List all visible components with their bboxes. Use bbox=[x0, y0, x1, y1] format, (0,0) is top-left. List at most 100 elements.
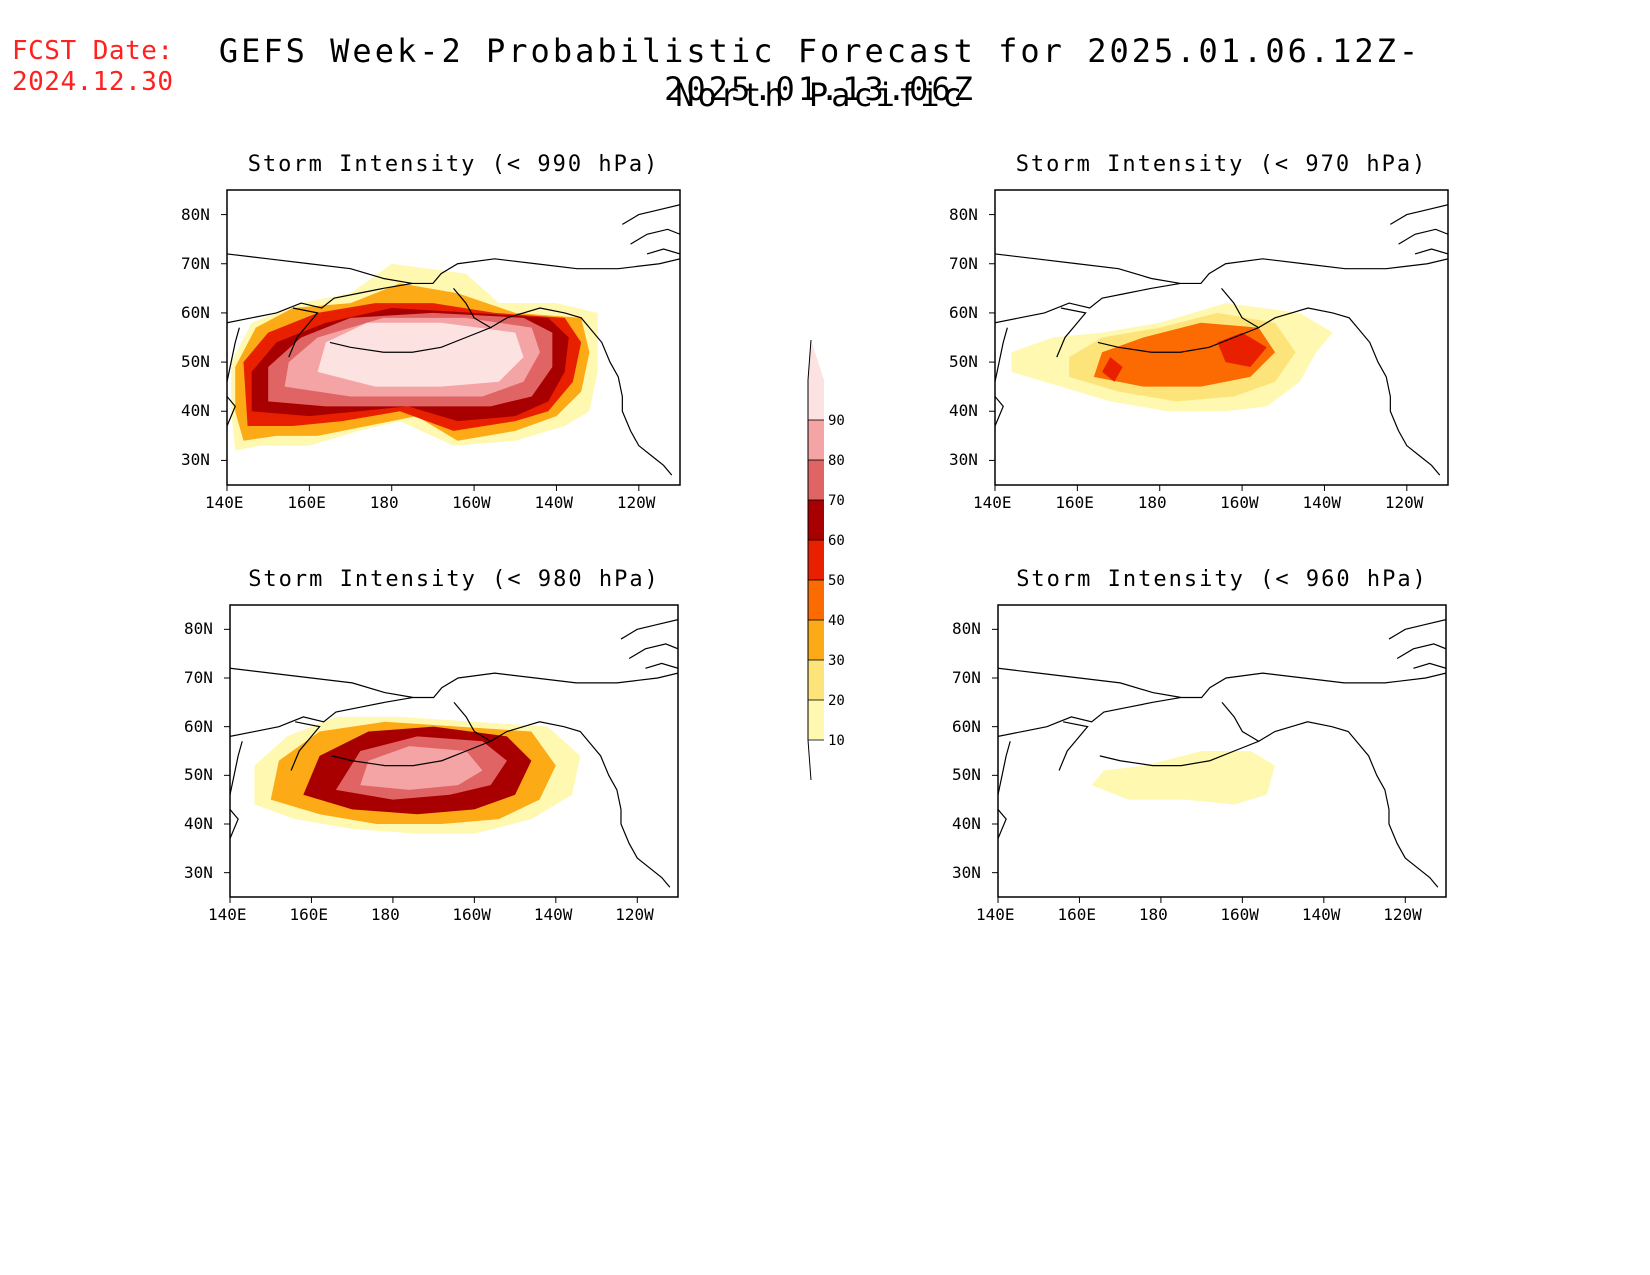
coastline bbox=[998, 741, 1011, 795]
panel-title: Storm Intensity (< 970 hPa) bbox=[1015, 152, 1428, 177]
x-tick-label: 160W bbox=[1220, 493, 1259, 512]
colorbar-label: 20 bbox=[828, 693, 845, 709]
colorbar-swatch-20 bbox=[808, 660, 824, 700]
y-tick-label: 80N bbox=[952, 619, 981, 639]
x-tick-label: 120W bbox=[615, 905, 654, 924]
y-tick-label: 60N bbox=[184, 716, 213, 736]
coastline bbox=[622, 204, 680, 225]
x-tick-label: 140E bbox=[973, 493, 1012, 512]
y-tick-label: 60N bbox=[181, 302, 210, 322]
main-title: GEFS Week-2 Probabilistic Forecast for 2… bbox=[218, 32, 1422, 108]
colorbar-bottom-end bbox=[808, 740, 824, 780]
x-tick-label: 140W bbox=[534, 493, 573, 512]
colorbar-label: 30 bbox=[828, 653, 845, 669]
colorbar-label: 70 bbox=[828, 493, 845, 509]
probability-region-90 bbox=[317, 322, 524, 387]
coastline bbox=[1390, 204, 1448, 225]
coastline bbox=[995, 282, 1181, 324]
colorbar-swatch-70 bbox=[808, 460, 824, 500]
y-tick-label: 50N bbox=[184, 765, 213, 785]
coastline bbox=[227, 327, 240, 382]
y-tick-label: 30N bbox=[949, 450, 978, 470]
coastline bbox=[998, 809, 1007, 840]
coastline bbox=[646, 248, 680, 255]
y-tick-label: 40N bbox=[952, 814, 981, 833]
colorbar-label: 40 bbox=[828, 613, 845, 629]
x-tick-label: 140E bbox=[976, 905, 1015, 924]
probability-region-50 bbox=[1217, 332, 1267, 367]
colorbar-label: 60 bbox=[828, 533, 845, 549]
coastline bbox=[227, 253, 680, 285]
coastline bbox=[1258, 307, 1441, 476]
y-tick-label: 40N bbox=[949, 401, 978, 421]
x-tick-label: 160E bbox=[289, 905, 328, 924]
y-tick-label: 40N bbox=[181, 401, 210, 421]
probability-region-10 bbox=[1091, 751, 1275, 805]
y-tick-label: 70N bbox=[181, 253, 210, 273]
coastline bbox=[1398, 228, 1448, 245]
y-tick-label: 70N bbox=[949, 253, 978, 273]
probability-region-50 bbox=[1102, 357, 1123, 382]
x-tick-label: 120W bbox=[1383, 905, 1422, 924]
fcst-label: FCST Date: bbox=[12, 36, 174, 66]
coastline bbox=[998, 696, 1182, 737]
x-tick-label: 140W bbox=[533, 905, 573, 924]
y-tick-label: 80N bbox=[181, 204, 210, 224]
coastline bbox=[1413, 662, 1446, 669]
colorbar-swatch-40 bbox=[808, 580, 824, 620]
y-tick-label: 40N bbox=[184, 814, 213, 833]
y-tick-label: 30N bbox=[181, 450, 210, 470]
coastline bbox=[490, 307, 673, 476]
colorbar-swatch-60 bbox=[808, 500, 824, 540]
y-tick-label: 50N bbox=[181, 352, 210, 372]
y-tick-label: 30N bbox=[952, 862, 981, 882]
x-tick-label: 160E bbox=[287, 493, 326, 512]
coastline bbox=[1414, 248, 1448, 255]
coastline bbox=[230, 667, 678, 699]
panel-title: Storm Intensity (< 980 hPa) bbox=[248, 567, 660, 592]
y-tick-label: 60N bbox=[949, 302, 978, 322]
coastline bbox=[620, 619, 678, 640]
x-tick-label: 180 bbox=[369, 493, 399, 512]
coastline bbox=[230, 809, 239, 840]
x-tick-label: 160W bbox=[452, 905, 491, 924]
x-tick-label: 140W bbox=[1301, 905, 1341, 924]
colorbar-label: 90 bbox=[828, 413, 845, 429]
colorbar-outline bbox=[807, 339, 812, 781]
y-tick-label: 80N bbox=[949, 204, 978, 224]
coastline bbox=[490, 721, 671, 888]
coastline bbox=[227, 396, 236, 427]
colorbar-label: 80 bbox=[828, 453, 845, 469]
y-tick-label: 50N bbox=[949, 352, 978, 372]
y-tick-label: 80N bbox=[184, 619, 213, 639]
panel-title: Storm Intensity (< 960 hPa) bbox=[1016, 567, 1428, 592]
coastline bbox=[1099, 701, 1261, 767]
x-tick-label: 160W bbox=[452, 493, 491, 512]
coastline bbox=[628, 643, 678, 660]
fcst-date-value: 2024.12.30 bbox=[12, 67, 174, 97]
coastline bbox=[1058, 721, 1089, 771]
coastline bbox=[995, 396, 1004, 427]
x-tick-label: 180 bbox=[1137, 493, 1167, 512]
coastline bbox=[329, 287, 492, 353]
x-tick-label: 140E bbox=[205, 493, 244, 512]
coastline bbox=[290, 721, 321, 771]
x-tick-label: 120W bbox=[1384, 493, 1424, 512]
colorbar-swatch-90 bbox=[808, 380, 824, 420]
x-tick-label: 140W bbox=[1302, 493, 1341, 512]
coastline bbox=[1056, 307, 1087, 358]
x-tick-label: 160W bbox=[1220, 905, 1259, 924]
coastline bbox=[227, 282, 413, 324]
coastline bbox=[1258, 721, 1439, 888]
y-tick-label: 60N bbox=[952, 716, 981, 736]
coastline bbox=[645, 662, 678, 669]
region-subtitle: North Pacific bbox=[675, 76, 965, 114]
map-frame bbox=[997, 604, 1447, 898]
y-tick-label: 70N bbox=[952, 668, 981, 687]
coastline bbox=[1097, 287, 1260, 353]
colorbar-swatch-80 bbox=[808, 420, 824, 460]
colorbar-legend: 10 20 30 40 50 60 70 80 90 bbox=[807, 339, 845, 781]
